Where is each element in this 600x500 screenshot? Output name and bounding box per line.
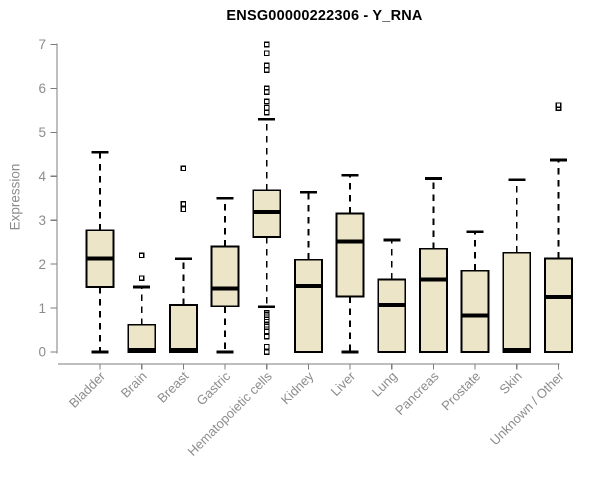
y-tick-label: 2 bbox=[38, 257, 46, 272]
box-kidney bbox=[293, 190, 323, 353]
box-gastric bbox=[210, 196, 240, 354]
x-tick-label-breast: Breast bbox=[154, 368, 191, 405]
box-pancreas bbox=[419, 177, 448, 353]
outlier-point bbox=[138, 252, 145, 259]
outlier-point bbox=[180, 206, 187, 213]
box-skin bbox=[502, 178, 532, 353]
y-axis: 0 1 2 3 4 5 6 7 bbox=[38, 37, 58, 360]
x-tick-label-pancreas: Pancreas bbox=[392, 368, 442, 418]
chart-title: ENSG00000222306 - Y_RNA bbox=[226, 8, 423, 24]
iqr-box bbox=[419, 247, 448, 353]
box-brain bbox=[127, 252, 157, 353]
box-liver bbox=[335, 174, 365, 354]
outlier-point bbox=[263, 109, 270, 116]
y-tick-label: 6 bbox=[38, 81, 46, 96]
box-unknown-other bbox=[544, 102, 573, 353]
y-tick-label: 3 bbox=[38, 213, 46, 228]
outlier-point bbox=[263, 104, 270, 111]
outlier-point bbox=[263, 343, 270, 350]
y-tick-label: 5 bbox=[38, 125, 46, 140]
outlier-point bbox=[263, 62, 270, 69]
outlier-point bbox=[263, 328, 270, 335]
outlier-point bbox=[180, 165, 187, 172]
x-tick-label-gastric: Gastric bbox=[193, 368, 233, 408]
box-breast bbox=[168, 165, 198, 353]
y-tick-label: 0 bbox=[38, 345, 46, 360]
y-tick-label: 1 bbox=[38, 301, 46, 316]
iqr-box bbox=[502, 251, 532, 353]
outlier-point bbox=[138, 275, 145, 282]
outlier-point bbox=[180, 201, 187, 207]
x-tick-label-prostate: Prostate bbox=[438, 369, 483, 414]
x-tick-label-kidney: Kidney bbox=[278, 368, 317, 407]
iqr-box bbox=[460, 269, 490, 353]
iqr-box bbox=[127, 323, 157, 353]
box-prostate bbox=[460, 230, 490, 353]
iqr-box bbox=[377, 278, 407, 353]
box-lung bbox=[377, 238, 407, 353]
outlier-point bbox=[263, 41, 270, 48]
outlier-point bbox=[263, 349, 270, 355]
iqr-box bbox=[335, 212, 365, 298]
x-tick-label-unknown-other: Unknown / Other bbox=[487, 368, 567, 448]
iqr-box bbox=[293, 258, 323, 353]
x-tick-label-liver: Liver bbox=[328, 368, 359, 399]
y-tick-label: 7 bbox=[38, 37, 46, 52]
y-tick-label: 4 bbox=[38, 169, 46, 184]
outlier-point bbox=[263, 89, 270, 95]
x-tick-label-lung: Lung bbox=[369, 369, 400, 400]
box-bladder bbox=[85, 150, 115, 354]
iqr-box bbox=[210, 245, 240, 308]
iqr-box bbox=[168, 304, 198, 353]
box-hematopoietic-cells bbox=[252, 41, 282, 355]
outlier-point bbox=[263, 98, 270, 105]
outlier-point bbox=[555, 102, 562, 108]
x-tick-label-skin: Skin bbox=[496, 369, 524, 397]
x-tick-label-brain: Brain bbox=[118, 369, 150, 401]
x-tick-label-bladder: Bladder bbox=[66, 368, 109, 411]
outlier-point bbox=[263, 50, 270, 57]
outlier-point bbox=[263, 67, 270, 73]
outlier-point bbox=[263, 333, 270, 340]
iqr-box bbox=[544, 257, 573, 353]
